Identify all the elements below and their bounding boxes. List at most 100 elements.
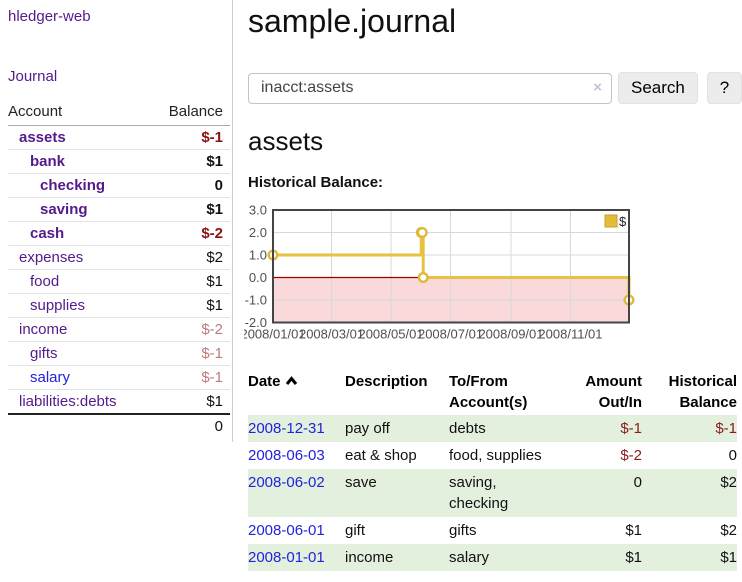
transaction-accounts: gifts [449, 522, 477, 539]
transaction-date-link[interactable]: 2008-06-02 [248, 474, 325, 491]
transaction-amount: $-1 [620, 420, 642, 437]
svg-text:2008/09/01: 2008/09/01 [478, 327, 543, 342]
account-link-saving[interactable]: saving [40, 201, 88, 218]
transaction-row: 2008-01-01 income salary $1 $1 [248, 544, 737, 571]
account-balance: 0 [149, 173, 230, 198]
description-header: Description [345, 373, 428, 390]
sidebar-item-journal[interactable]: Journal [8, 68, 58, 85]
transaction-accounts: debts [449, 420, 486, 437]
help-button[interactable]: ? [706, 72, 742, 104]
clear-search-icon[interactable]: × [593, 78, 602, 96]
balance-column-header: Balance [149, 100, 230, 126]
account-row-assets: assets $-1 [8, 125, 230, 150]
svg-text:$: $ [619, 214, 627, 229]
account-row-income: income $-2 [8, 317, 230, 342]
transaction-accounts: saving, checking [449, 474, 509, 512]
account-row-expenses: expenses $2 [8, 245, 230, 270]
accounts-total-value: 0 [149, 413, 230, 438]
transaction-row: 2008-12-31 pay off debts $-1 $-1 [248, 415, 737, 442]
svg-text:2008/01/01: 2008/01/01 [244, 327, 306, 342]
transaction-description: income [345, 549, 394, 566]
account-balance: $1 [149, 389, 230, 415]
transaction-balance: $2 [720, 522, 737, 539]
account-balance: $-1 [149, 125, 230, 150]
account-link-gifts[interactable]: gifts [30, 345, 58, 362]
svg-text:-2.0: -2.0 [245, 315, 267, 330]
balance-header: Historical Balance [668, 373, 737, 411]
account-link-expenses[interactable]: expenses [19, 249, 84, 266]
account-link-liabilities-debts[interactable]: liabilities:debts [19, 393, 117, 410]
register-table: Date Description To/From Account(s) Amou… [248, 369, 737, 571]
transaction-amount: $1 [625, 549, 642, 566]
account-balance: $-1 [149, 341, 230, 366]
transaction-date-link[interactable]: 2008-06-01 [248, 522, 325, 539]
register-header-row: Date Description To/From Account(s) Amou… [248, 369, 737, 415]
chart-title: Historical Balance: [248, 174, 384, 191]
transaction-balance: $2 [720, 474, 737, 491]
svg-text:2.0: 2.0 [249, 225, 267, 240]
transaction-balance: $-1 [715, 420, 737, 437]
transaction-description: pay off [345, 420, 390, 437]
transaction-amount: 0 [633, 474, 642, 491]
page-title: sample.journal [248, 3, 457, 39]
transaction-amount: $-2 [620, 447, 642, 464]
account-row-saving: saving $1 [8, 197, 230, 222]
account-row-bank: bank $1 [8, 149, 230, 174]
account-balance: $2 [149, 245, 230, 270]
account-link-food[interactable]: food [30, 273, 60, 290]
account-balance: $1 [149, 149, 230, 174]
account-row-checking: checking 0 [8, 173, 230, 198]
svg-text:2008/05/01: 2008/05/01 [358, 327, 423, 342]
search-form: × Search ? [248, 72, 742, 104]
transaction-row: 2008-06-02 save saving, checking 0 $2 [248, 469, 737, 517]
account-row-gifts: gifts $-1 [8, 341, 230, 366]
main-content: sample.journal × Search ? assets Histori… [233, 0, 742, 571]
transaction-date-link[interactable]: 2008-06-03 [248, 447, 325, 464]
svg-text:2008/07/01: 2008/07/01 [418, 327, 483, 342]
account-link-salary[interactable]: salary [30, 369, 71, 386]
date-sort-header[interactable]: Date [248, 369, 345, 415]
account-row-cash: cash $-2 [8, 221, 230, 246]
account-balance: $-1 [149, 365, 230, 390]
historical-balance-chart: 3.0 2.0 1.0 0.0 -1.0 -2.0 2008/01/01 2008/03/01… [240, 203, 742, 357]
account-row-supplies: supplies $1 [8, 293, 230, 318]
account-balance: $1 [149, 269, 230, 294]
transaction-description: eat & shop [345, 447, 417, 464]
account-link-cash[interactable]: cash [30, 225, 65, 242]
amount-header: Amount Out/In [585, 373, 642, 411]
account-balance: $1 [149, 293, 230, 318]
transaction-date-link[interactable]: 2008-12-31 [248, 420, 325, 437]
svg-text:3.0: 3.0 [249, 204, 267, 218]
app-brand-link[interactable]: hledger-web [8, 8, 91, 25]
sidebar: hledger-web Journal Account Balance asse… [0, 0, 233, 442]
transaction-accounts: salary [449, 549, 490, 566]
transaction-accounts: food, supplies [449, 447, 542, 464]
account-row-liabilities-debts: liabilities:debts $1 [8, 389, 230, 415]
account-balance: $-2 [149, 221, 230, 246]
transaction-balance: $1 [720, 549, 737, 566]
transaction-description: save [345, 474, 377, 491]
search-button[interactable]: Search [618, 72, 698, 104]
account-link-bank[interactable]: bank [30, 153, 66, 170]
accounts-total-row: 0 [8, 413, 230, 438]
accounts-balance-table: Account Balance assets $-1 bank $1 check… [8, 100, 230, 438]
search-input[interactable] [248, 72, 612, 104]
account-balance: $1 [149, 197, 230, 222]
account-link-income[interactable]: income [19, 321, 68, 338]
svg-text:1.0: 1.0 [249, 248, 267, 263]
account-link-checking[interactable]: checking [40, 177, 106, 194]
transaction-date-link[interactable]: 2008-01-01 [248, 549, 325, 566]
transaction-row: 2008-06-03 eat & shop food, supplies $-2… [248, 442, 737, 469]
account-link-assets[interactable]: assets [19, 129, 66, 146]
account-heading: assets [248, 126, 324, 156]
svg-text:2008/11/01: 2008/11/01 [538, 327, 602, 342]
svg-text:0.0: 0.0 [249, 270, 267, 285]
transaction-row: 2008-06-01 gift gifts $1 $2 [248, 517, 737, 544]
account-column-header: Account [8, 100, 150, 126]
account-link-supplies[interactable]: supplies [30, 297, 86, 314]
transaction-balance: 0 [728, 447, 737, 464]
sort-ascending-icon [285, 371, 298, 392]
accounts-header: To/From Account(s) [449, 373, 528, 411]
svg-text:-1.0: -1.0 [245, 293, 267, 308]
account-balance: $-2 [149, 317, 230, 342]
